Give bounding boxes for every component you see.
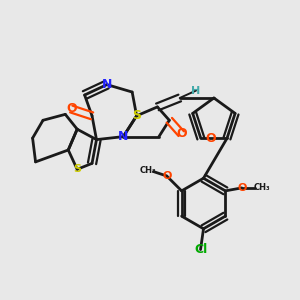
Text: O: O [206, 132, 216, 145]
Text: CH₃: CH₃ [253, 183, 270, 192]
Text: CH₃: CH₃ [140, 166, 156, 175]
Text: O: O [162, 171, 171, 181]
Text: O: O [237, 183, 246, 193]
Text: O: O [66, 103, 76, 116]
Text: O: O [176, 127, 187, 140]
Text: Cl: Cl [194, 243, 207, 256]
Text: H: H [191, 85, 201, 96]
Text: N: N [102, 78, 112, 91]
Text: S: S [132, 109, 141, 122]
Text: S: S [73, 164, 81, 174]
Text: N: N [118, 130, 128, 143]
